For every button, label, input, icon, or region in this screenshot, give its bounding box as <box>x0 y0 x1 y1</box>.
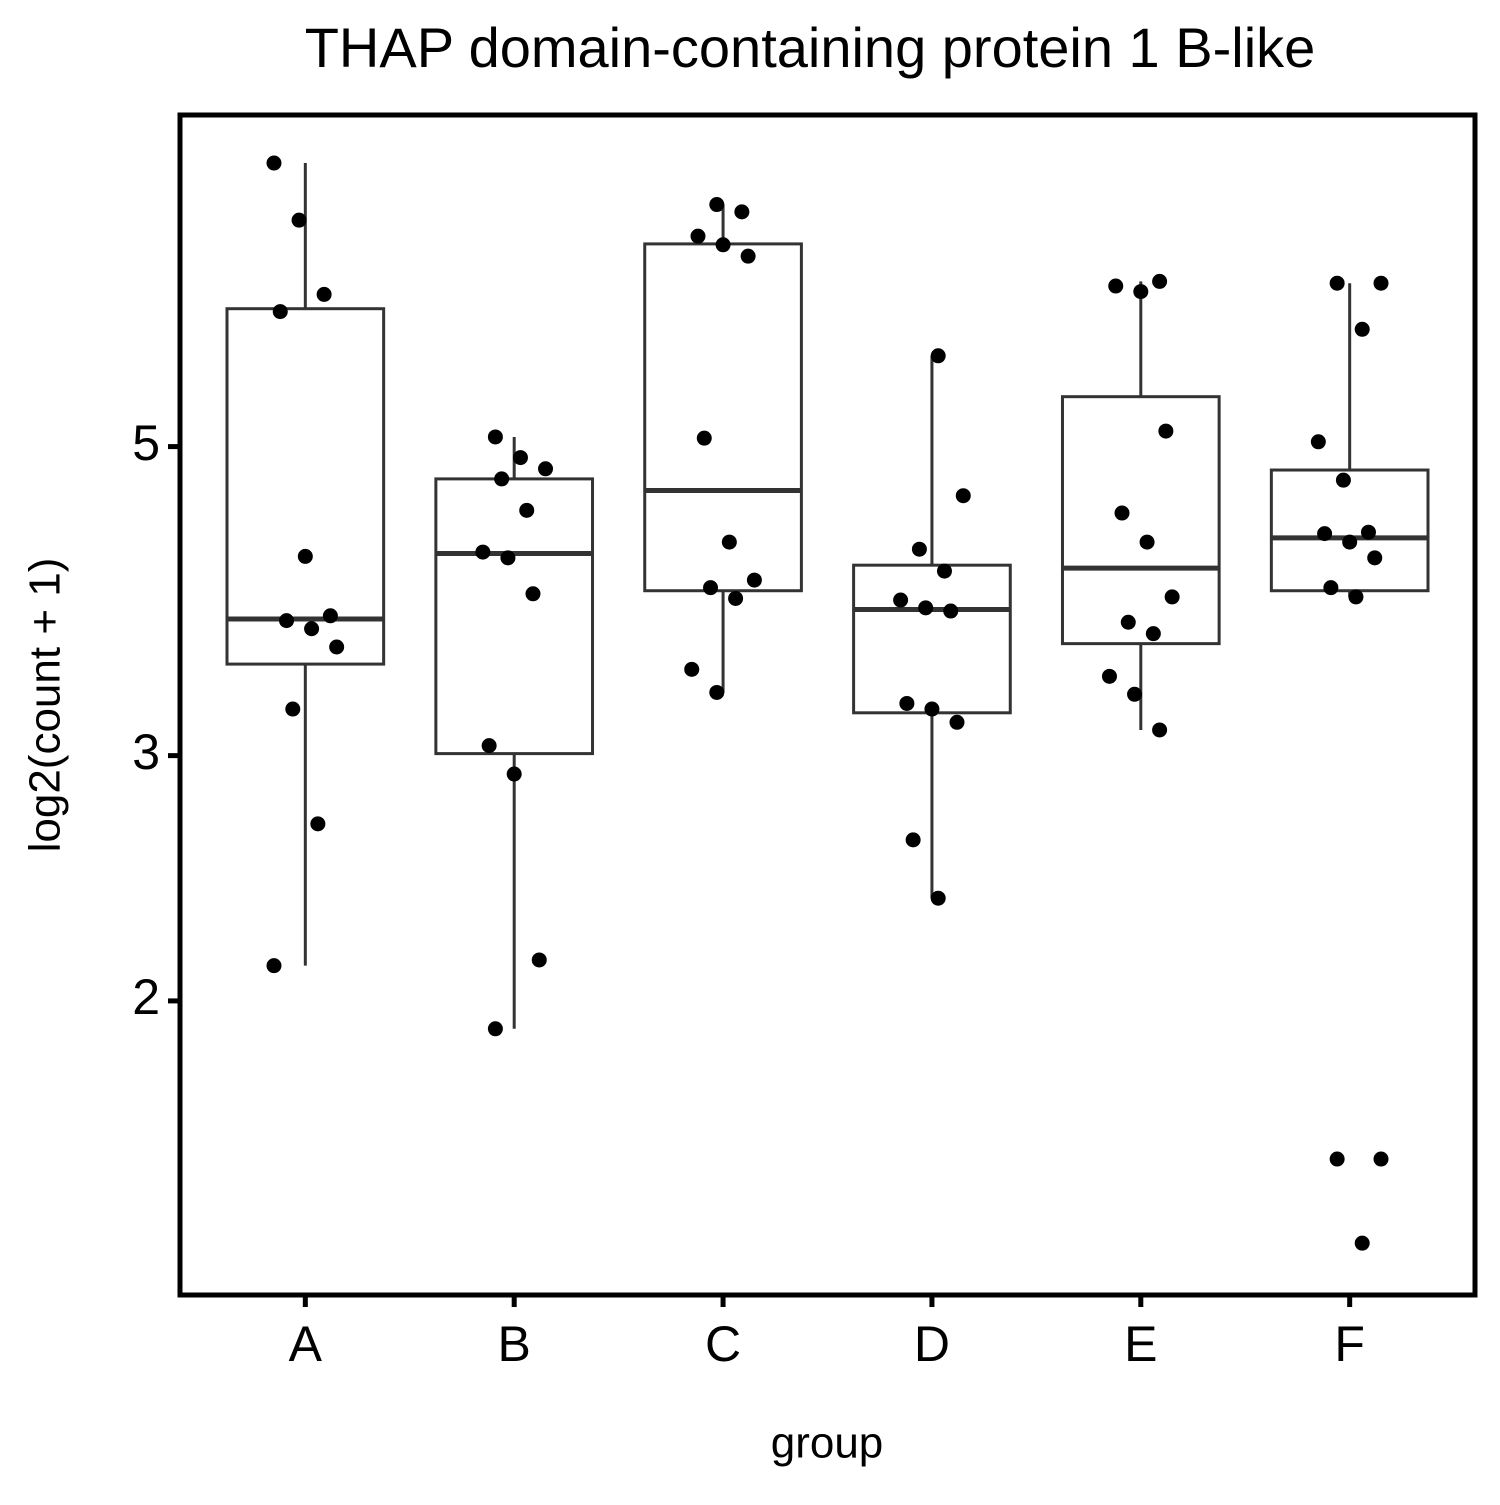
data-point <box>316 286 332 302</box>
data-point <box>279 613 295 629</box>
data-point <box>304 621 320 637</box>
data-point <box>1101 668 1117 684</box>
data-point <box>475 544 491 560</box>
data-point <box>1367 550 1383 566</box>
data-point <box>1127 686 1143 702</box>
box <box>1060 395 1221 646</box>
data-point <box>1108 278 1124 294</box>
data-point <box>1354 1235 1370 1251</box>
chart-title: THAP domain-containing protein 1 B-like <box>305 16 1316 79</box>
data-point <box>721 534 737 550</box>
data-point <box>322 608 338 624</box>
data-point <box>266 958 282 974</box>
box <box>1269 468 1430 593</box>
data-point <box>1342 534 1358 550</box>
data-point <box>690 228 706 244</box>
data-point <box>943 603 959 619</box>
box <box>643 242 803 593</box>
data-point <box>936 563 952 579</box>
data-point <box>1329 1151 1345 1167</box>
x-tick-label: E <box>1124 1316 1157 1372</box>
data-point <box>1317 526 1333 542</box>
data-point <box>285 701 301 717</box>
data-point <box>955 488 971 504</box>
data-point <box>531 952 547 968</box>
x-tick-label: D <box>914 1316 950 1372</box>
data-point <box>1329 275 1345 291</box>
data-point <box>1139 534 1155 550</box>
panel-border <box>177 112 1478 1298</box>
data-point <box>519 502 535 518</box>
box <box>434 477 595 756</box>
data-point <box>1164 589 1180 605</box>
data-point <box>930 890 946 906</box>
plot-area <box>225 155 1430 1251</box>
data-point <box>740 248 756 264</box>
data-point <box>291 212 307 228</box>
x-tick-label: A <box>289 1316 323 1372</box>
data-point <box>899 695 915 711</box>
data-point <box>1152 722 1168 738</box>
x-tick-label: C <box>705 1316 741 1372</box>
data-point <box>506 766 522 782</box>
data-point <box>1158 423 1174 439</box>
data-point <box>481 738 497 754</box>
data-point <box>487 429 503 445</box>
data-point <box>728 590 744 606</box>
data-point <box>1373 275 1389 291</box>
data-point <box>310 816 326 832</box>
x-axis-label: group <box>771 1419 884 1468</box>
y-tick-label: 2 <box>132 969 160 1025</box>
data-point <box>1120 614 1136 630</box>
data-point <box>1133 284 1149 300</box>
data-point <box>266 155 282 171</box>
data-point <box>272 304 288 320</box>
data-point <box>746 572 762 588</box>
data-point <box>709 684 725 700</box>
data-point <box>709 197 725 213</box>
data-point <box>715 237 731 253</box>
data-point <box>494 471 510 487</box>
y-tick-label: 5 <box>132 415 160 471</box>
data-point <box>1152 273 1168 289</box>
data-point <box>1145 626 1161 642</box>
data-point <box>1354 321 1370 337</box>
data-point <box>696 430 712 446</box>
data-point <box>1348 589 1364 605</box>
data-point <box>1114 505 1130 521</box>
data-point <box>684 661 700 677</box>
data-point <box>949 714 965 730</box>
data-point <box>918 600 934 616</box>
x-tick-label: B <box>498 1316 531 1372</box>
data-point <box>525 586 541 602</box>
data-point <box>924 701 940 717</box>
y-axis-label: log2(count + 1) <box>21 558 70 853</box>
data-point <box>734 204 750 220</box>
data-point <box>930 348 946 364</box>
data-point <box>297 548 313 564</box>
data-point <box>703 580 719 596</box>
data-point <box>911 541 927 557</box>
data-point <box>905 832 921 848</box>
box <box>852 563 1012 715</box>
data-point <box>1310 434 1326 450</box>
data-point <box>1335 472 1351 488</box>
data-point <box>1323 580 1339 596</box>
data-point <box>1373 1151 1389 1167</box>
data-point <box>512 450 528 466</box>
data-point <box>487 1021 503 1037</box>
data-point <box>329 639 345 655</box>
x-tick-label: F <box>1334 1316 1365 1372</box>
data-point <box>500 550 516 566</box>
box <box>225 307 386 666</box>
data-point <box>1360 524 1376 540</box>
data-point <box>893 592 909 608</box>
data-point <box>538 461 554 477</box>
y-tick-label: 3 <box>132 724 160 780</box>
